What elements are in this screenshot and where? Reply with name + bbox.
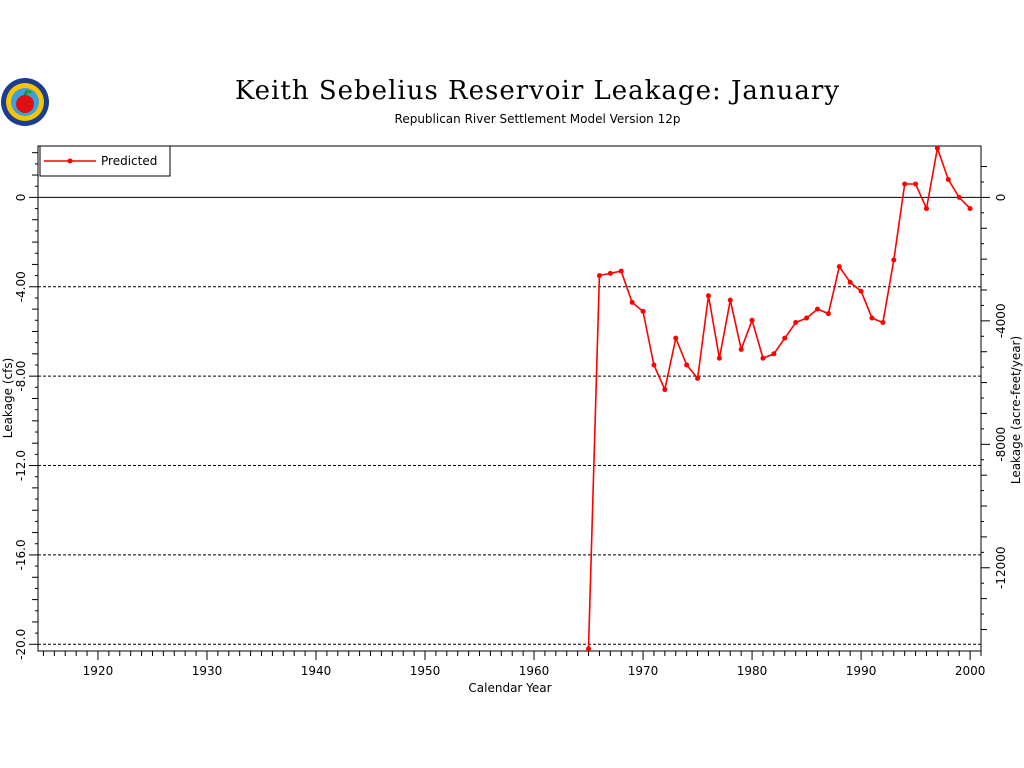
legend-label: Predicted <box>101 154 157 168</box>
chart-subtitle: Republican River Settlement Model Versio… <box>394 112 681 126</box>
data-point <box>847 279 853 285</box>
legend-marker <box>67 158 73 164</box>
apple-icon <box>16 95 34 113</box>
data-point <box>684 362 690 368</box>
y2-tick-label: -4000 <box>994 303 1008 338</box>
data-point <box>913 181 919 187</box>
data-point <box>716 355 722 361</box>
y2-tick-label: -8000 <box>994 427 1008 462</box>
data-point <box>902 181 908 187</box>
data-point <box>771 351 777 357</box>
data-point <box>858 288 864 294</box>
y-tick-label: -8.00 <box>14 361 28 392</box>
x-tick-label: 1920 <box>83 664 114 678</box>
y2-tick-label: -12000 <box>994 547 1008 590</box>
y-tick-label: -16.0 <box>14 539 28 570</box>
data-point <box>880 320 886 326</box>
data-point <box>618 268 624 274</box>
x-tick-label: 1930 <box>192 664 223 678</box>
x-tick-label: 1970 <box>628 664 659 678</box>
x-tick-label: 2000 <box>955 664 986 678</box>
x-tick-label: 1980 <box>737 664 768 678</box>
x-tick-label: 1960 <box>519 664 550 678</box>
y-tick-label: -4.00 <box>14 271 28 302</box>
data-point <box>640 308 646 314</box>
x-axis-label: Calendar Year <box>468 681 551 695</box>
data-point <box>836 264 842 270</box>
data-point <box>705 293 711 299</box>
plot-frame <box>37 145 982 652</box>
data-point <box>727 297 733 303</box>
x-tick-label: 1940 <box>301 664 332 678</box>
series-layer <box>586 145 973 652</box>
data-point <box>782 335 788 341</box>
y-tick-label: -12.0 <box>14 450 28 481</box>
chart-title: Keith Sebelius Reservoir Leakage: Januar… <box>234 76 841 106</box>
grid-layer <box>38 196 981 645</box>
data-point <box>825 311 831 317</box>
data-point <box>662 387 668 393</box>
x-tick-label: 1950 <box>410 664 441 678</box>
data-point <box>814 306 820 312</box>
legend: Predicted <box>39 145 171 177</box>
axes-layer: 1920 1930 1940 1950 1960 1970 1980 1990 2000 0 -4.… <box>14 145 1008 678</box>
data-point <box>749 317 755 323</box>
data-point <box>629 299 635 305</box>
data-point <box>651 362 657 368</box>
data-point <box>673 335 679 341</box>
data-point <box>804 315 810 321</box>
data-point <box>934 145 940 151</box>
y2-axis-label: Leakage (acre-feet/year) <box>1009 336 1023 484</box>
y-axis-label: Leakage (cfs) <box>1 358 15 439</box>
x-tick-label: 1990 <box>846 664 877 678</box>
data-point <box>760 355 766 361</box>
data-point <box>607 270 613 276</box>
data-point <box>891 257 897 263</box>
data-point <box>967 206 973 212</box>
data-point <box>869 315 875 321</box>
series-line-predicted <box>587 145 971 649</box>
data-point <box>738 346 744 352</box>
data-point <box>596 273 602 279</box>
y2-tick-label: 0 <box>994 194 1008 202</box>
data-point <box>695 375 701 381</box>
data-point <box>956 194 962 200</box>
y-tick-label: -20.0 <box>14 629 28 660</box>
data-point <box>586 646 592 652</box>
data-point <box>793 320 799 326</box>
data-point <box>923 206 929 212</box>
data-point <box>945 177 951 183</box>
y-tick-label: 0 <box>14 194 28 202</box>
agency-logo <box>1 78 49 126</box>
